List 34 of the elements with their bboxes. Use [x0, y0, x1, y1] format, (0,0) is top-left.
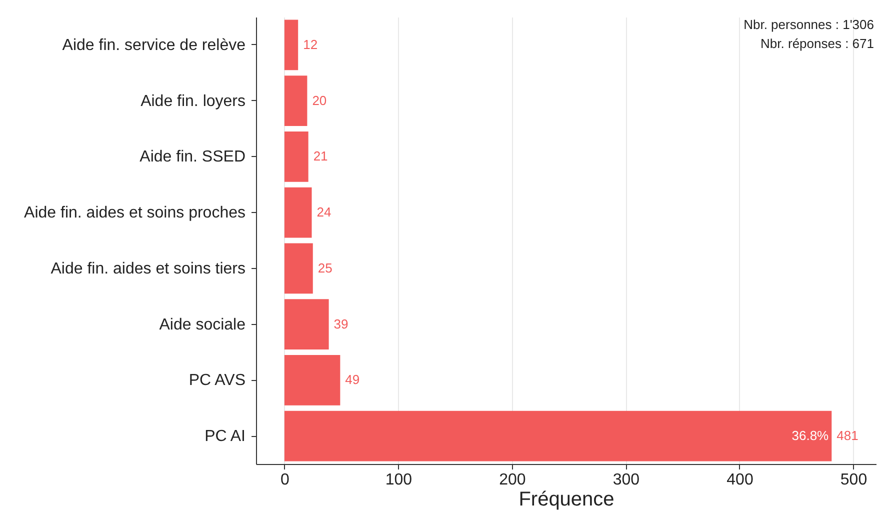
annotation: 36.8%: [792, 428, 830, 444]
x-tick-label: 500: [840, 472, 868, 488]
x-axis-title: Fréquence: [518, 488, 614, 510]
x-tick-label: 300: [612, 472, 640, 488]
data-label: 49: [345, 372, 360, 388]
bar: [284, 132, 308, 182]
bar: [284, 243, 313, 294]
x-tick-label: 200: [499, 472, 526, 488]
data-label: 21: [313, 148, 328, 164]
y-tick-label: Aide sociale: [159, 316, 246, 334]
annotation: Nbr. personnes : 1'306: [744, 17, 874, 32]
y-tick-label: PC AI: [204, 428, 246, 446]
annotation: Nbr. réponses : 671: [760, 36, 874, 51]
y-tick-label: Aide fin. loyers: [140, 92, 246, 110]
bar: [284, 410, 832, 462]
data-label: 24: [316, 204, 332, 220]
y-tick-label: Aide fin. SSED: [140, 148, 246, 166]
data-label: 25: [318, 260, 332, 276]
data-label: 12: [303, 36, 318, 52]
bar: [284, 76, 308, 126]
x-tick-label: 0: [280, 472, 290, 488]
bar: [284, 20, 298, 70]
data-label: 39: [334, 316, 348, 332]
data-label: 20: [312, 92, 327, 108]
x-tick-label: 100: [385, 472, 412, 488]
bar: [284, 187, 312, 238]
bar: [284, 355, 340, 406]
bar: [284, 299, 329, 350]
data-label: 481: [836, 428, 858, 444]
y-tick-label: Aide fin. aides et soins tiers: [50, 260, 246, 278]
y-tick-label: Aide fin. service de relève: [62, 36, 246, 54]
y-tick-label: PC AVS: [188, 372, 246, 390]
x-tick-label: 400: [726, 472, 754, 488]
y-tick-label: Aide fin. aides et soins proches: [24, 204, 246, 222]
